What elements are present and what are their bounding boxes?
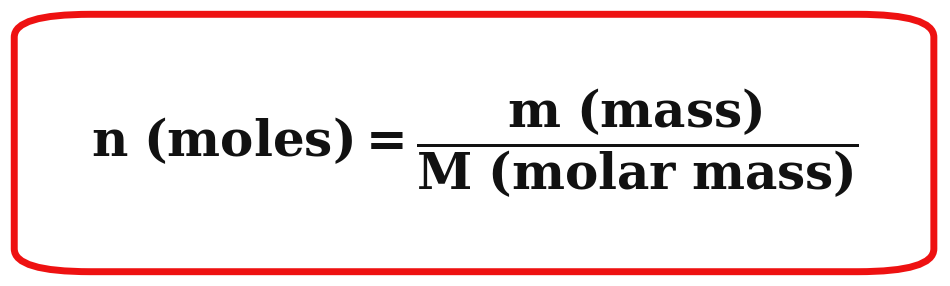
Text: $\mathbf{n\ (moles) = \dfrac{m\ (mass)}{M\ (molar\ mass)}}$: $\mathbf{n\ (moles) = \dfrac{m\ (mass)}{… — [91, 86, 859, 200]
FancyBboxPatch shape — [14, 14, 934, 272]
